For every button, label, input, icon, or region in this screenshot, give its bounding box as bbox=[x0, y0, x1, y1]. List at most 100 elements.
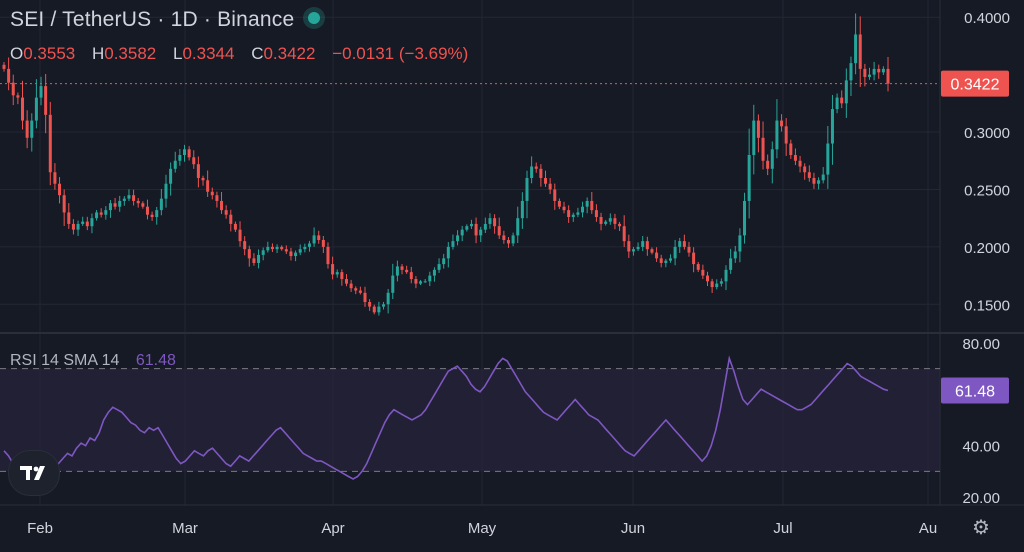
candle-body bbox=[465, 226, 469, 230]
axes: Feb Mar Apr May Jun Jul Au 0.1500 0.2000 0.2500 0.… bbox=[27, 10, 1010, 537]
candle-body bbox=[631, 249, 635, 252]
candle-body bbox=[655, 252, 659, 259]
symbol-header[interactable]: SEI / TetherUS · 1D · Binance bbox=[10, 8, 321, 32]
candle-body bbox=[775, 120, 779, 150]
candle-body bbox=[224, 210, 228, 215]
candle-body bbox=[544, 177, 548, 184]
candle-body bbox=[493, 218, 497, 227]
candle-body bbox=[349, 283, 353, 289]
candle-body bbox=[141, 203, 145, 207]
candle-body bbox=[238, 229, 242, 242]
candle-body bbox=[604, 221, 608, 224]
ohlc-legend: O0.3553 H0.3582 L0.3344 C0.3422 −0.0131 … bbox=[10, 44, 480, 64]
candle-body bbox=[201, 177, 205, 181]
rsi-legend[interactable]: RSI 14 SMA 14 61.48 bbox=[10, 352, 176, 370]
candle-body bbox=[368, 301, 372, 307]
candle-body bbox=[534, 166, 538, 169]
low-value: 0.3344 bbox=[182, 44, 235, 63]
candle-body bbox=[7, 68, 11, 83]
candle-body bbox=[520, 200, 524, 219]
candle-body bbox=[303, 246, 307, 250]
candle-body bbox=[257, 254, 261, 263]
candle-body bbox=[132, 195, 136, 201]
x-tick-label: Apr bbox=[321, 520, 344, 537]
price-tag-bg bbox=[941, 70, 1009, 97]
market-status-dot-icon bbox=[308, 12, 321, 25]
candle-body bbox=[11, 82, 15, 96]
open-label: O bbox=[10, 44, 24, 63]
candle-body bbox=[62, 195, 66, 213]
candle-body bbox=[752, 120, 756, 156]
candle-body bbox=[812, 177, 816, 184]
rsi-y-tick-label: 80.00 bbox=[962, 336, 1000, 353]
candle-body bbox=[169, 168, 173, 184]
candle-body bbox=[372, 306, 376, 313]
candle-body bbox=[469, 223, 473, 227]
candle-body bbox=[215, 195, 219, 201]
y-tick-label: 0.2000 bbox=[964, 240, 1010, 257]
tradingview-logo-glyph bbox=[20, 466, 45, 480]
candle-body bbox=[405, 269, 409, 273]
candle-body bbox=[488, 218, 492, 224]
candle-body bbox=[627, 241, 631, 252]
candle-body bbox=[252, 258, 256, 263]
candle-body bbox=[67, 212, 71, 224]
candle-body bbox=[136, 200, 140, 204]
candle-body bbox=[636, 246, 640, 250]
candle-body bbox=[298, 249, 302, 253]
candle-body bbox=[34, 97, 38, 121]
candle-body bbox=[145, 206, 149, 215]
candle-body bbox=[733, 251, 737, 259]
gear-icon[interactable]: ⚙ bbox=[972, 517, 990, 539]
y-tick-label: 0.2500 bbox=[964, 182, 1010, 199]
candle-body bbox=[233, 223, 237, 230]
candle-body bbox=[2, 64, 6, 69]
candle-body bbox=[789, 143, 793, 156]
candle-body bbox=[395, 266, 399, 276]
candle-body bbox=[724, 269, 728, 282]
x-tick-label: Jun bbox=[621, 520, 645, 537]
rsi-y-tick-label: 20.00 bbox=[962, 490, 1000, 507]
candle-body bbox=[590, 200, 594, 211]
candle-body bbox=[400, 266, 404, 270]
candle-body bbox=[562, 206, 566, 211]
candle-body bbox=[673, 246, 677, 259]
candle-body bbox=[682, 241, 686, 247]
y-tick-label: 0.1500 bbox=[964, 297, 1010, 314]
candle-body bbox=[867, 74, 871, 77]
candle-body bbox=[312, 235, 316, 244]
candle-body bbox=[261, 250, 265, 255]
candle-body bbox=[844, 80, 848, 104]
candle-body bbox=[164, 183, 168, 199]
candle-body bbox=[159, 198, 163, 211]
tradingview-logo-icon[interactable] bbox=[8, 450, 60, 496]
close-label: C bbox=[251, 44, 264, 63]
candle-body bbox=[90, 218, 94, 227]
candle-body bbox=[377, 306, 381, 313]
low-label: L bbox=[172, 44, 183, 63]
candle-body bbox=[460, 229, 464, 236]
candle-body bbox=[715, 283, 719, 288]
candle-body bbox=[317, 235, 321, 240]
candle-body bbox=[613, 218, 617, 224]
candle-body bbox=[243, 241, 247, 250]
candle-body bbox=[581, 206, 585, 213]
candle-body bbox=[71, 223, 75, 230]
rsi-band bbox=[0, 368, 940, 472]
candle-body bbox=[622, 226, 626, 242]
candle-body bbox=[30, 120, 34, 138]
candle-body bbox=[659, 258, 663, 263]
candle-body bbox=[506, 239, 510, 244]
candle-body bbox=[326, 246, 330, 265]
candle-body bbox=[511, 235, 515, 244]
y-tick-label: 0.3000 bbox=[964, 125, 1010, 142]
candle-body bbox=[442, 258, 446, 265]
rsi-line-series bbox=[3, 355, 889, 483]
candle-body bbox=[872, 68, 876, 75]
candle-body bbox=[44, 86, 48, 115]
candle-body bbox=[192, 157, 196, 165]
candle-body bbox=[756, 120, 760, 138]
candle-body bbox=[187, 149, 191, 158]
candle-body bbox=[483, 223, 487, 230]
